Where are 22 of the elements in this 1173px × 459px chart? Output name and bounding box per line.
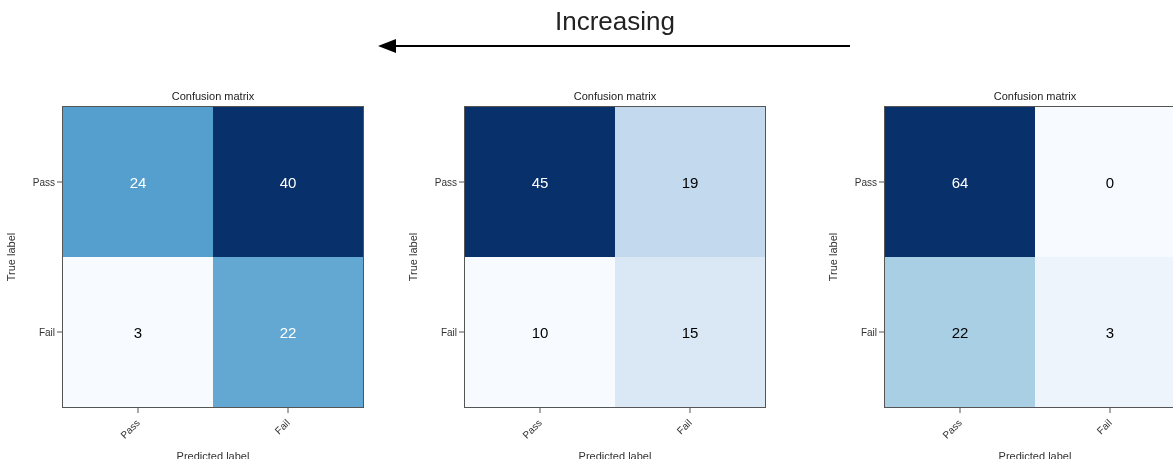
- data-label: 22: [951, 323, 969, 341]
- data-label: 45: [531, 173, 549, 191]
- text: Increasing: [554, 6, 676, 37]
- x-tick-label: Fail: [1094, 417, 1114, 437]
- data-label: 3: [133, 323, 143, 341]
- data-label: 24: [129, 173, 147, 191]
- x-tick-label: Fail: [674, 417, 694, 437]
- y-axis-title: True label: [4, 232, 17, 282]
- data-label: 22: [279, 323, 297, 341]
- chart-title: Confusion matrix: [992, 90, 1078, 102]
- data-label: 64: [951, 173, 969, 191]
- data-label: 10: [531, 323, 549, 341]
- x-tick-label: Fail: [272, 417, 292, 437]
- y-axis-title: True label: [406, 232, 419, 282]
- data-label: 0: [1105, 173, 1115, 191]
- data-label: 15: [681, 323, 699, 341]
- data-label: 19: [681, 173, 699, 191]
- y-axis-title: True label: [826, 232, 839, 282]
- data-label: 3: [1105, 323, 1115, 341]
- chart-title: Confusion matrix: [170, 90, 256, 102]
- data-label: 40: [279, 173, 297, 191]
- chart-title: Confusion matrix: [572, 90, 658, 102]
